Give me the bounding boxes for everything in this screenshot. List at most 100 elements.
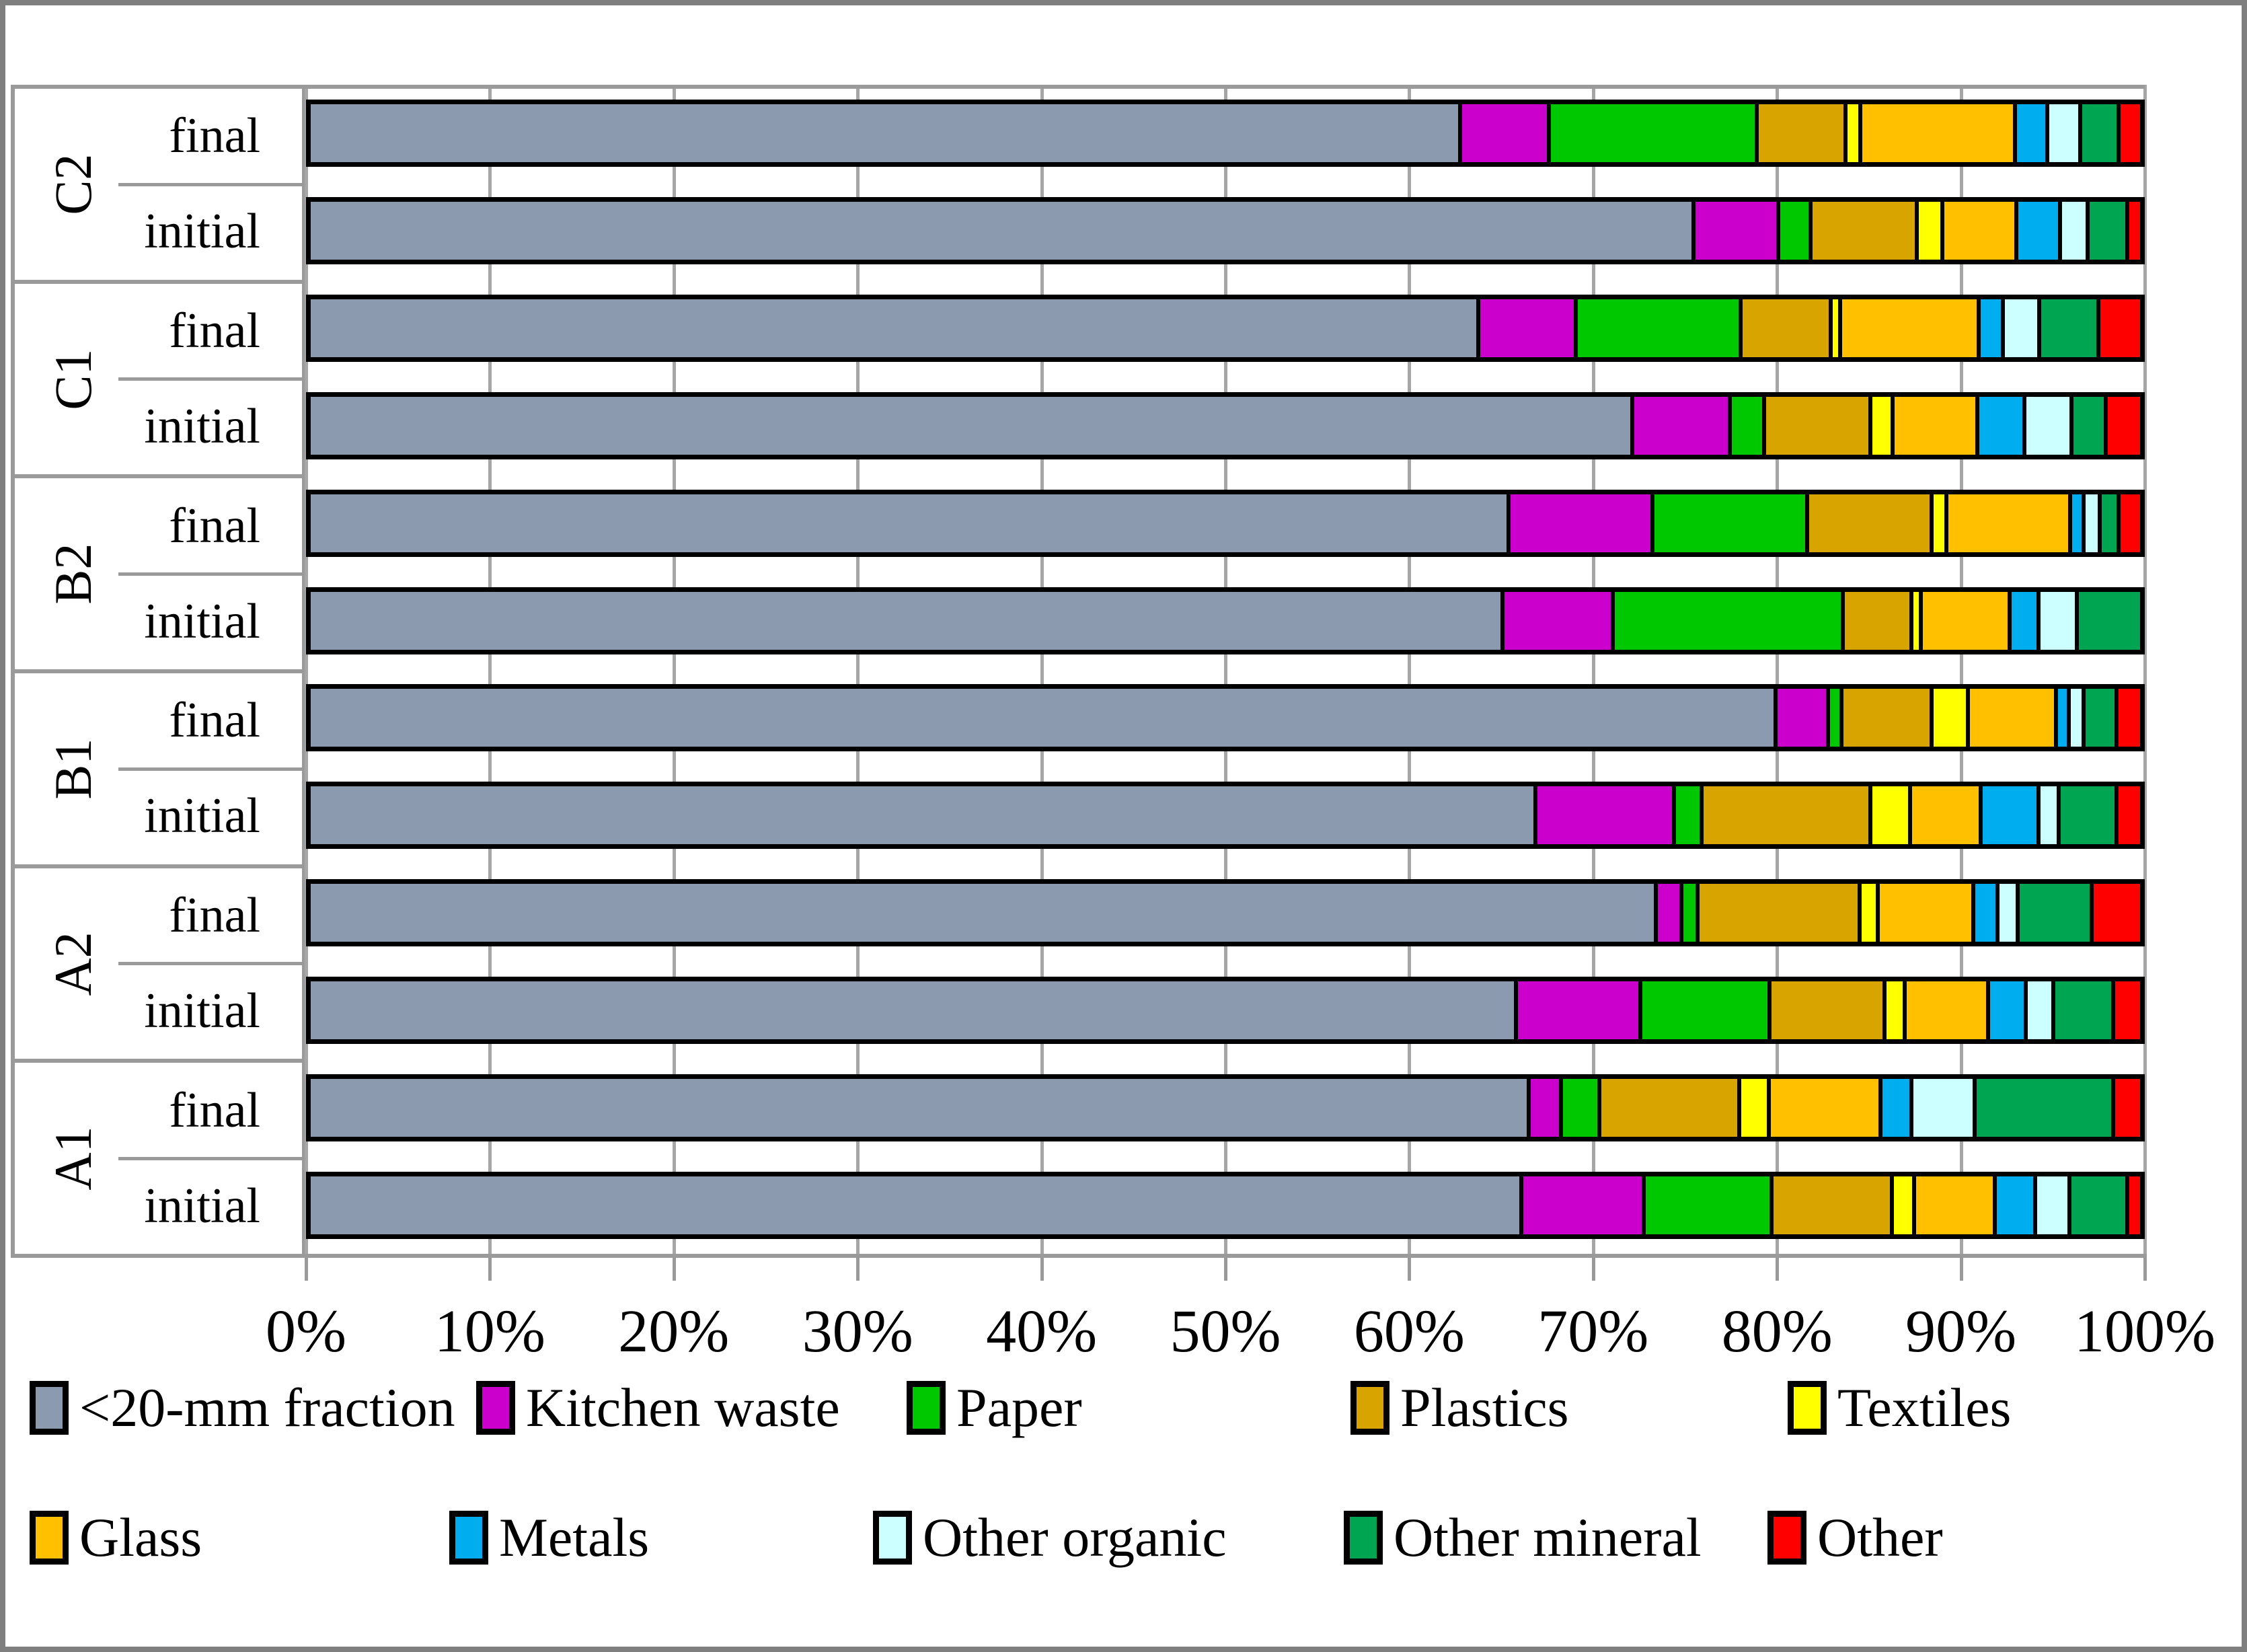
bar-segment-other-mineral <box>2075 591 2140 650</box>
legend-label: Other organic <box>923 1507 1227 1568</box>
bar-segment-kitchen-waste <box>1476 299 1574 358</box>
group-box-B2: B2 final initial <box>11 474 306 673</box>
bar-segment-textiles <box>1737 1078 1767 1137</box>
gridline-60% <box>1408 85 1412 1254</box>
legend-item-other-mineral: Other mineral <box>1344 1504 1702 1571</box>
bar-segment-other <box>2115 689 2140 747</box>
row-label-C1-initial: initial <box>144 398 260 454</box>
bar-segment-glass <box>1766 1078 1878 1137</box>
bar-segment-glass <box>1876 884 1972 942</box>
bar-segment-glass <box>1940 202 2015 260</box>
row-divider <box>118 767 302 771</box>
legend-label: Other <box>1817 1507 1943 1568</box>
legend-swatch-icon <box>1767 1511 1806 1565</box>
legend-swatch-icon <box>1788 1381 1827 1435</box>
legend-swatch-icon <box>1350 1381 1389 1435</box>
x-axis-tick <box>1224 1254 1227 1281</box>
bar-segment-other-organic <box>1909 1078 1973 1137</box>
group-box-A1: A1 final initial <box>11 1059 306 1258</box>
legend-item-other-organic: Other organic <box>873 1504 1227 1571</box>
bar-segment-kitchen-waste <box>1458 104 1547 163</box>
bar-segment--20-mm-fraction <box>311 299 1476 358</box>
legend-item-metals: Metals <box>449 1504 649 1571</box>
bar-segment-paper <box>1650 494 1806 552</box>
x-axis-tick <box>1776 1254 1780 1281</box>
bar-segment-plastics <box>1762 396 1869 455</box>
bar-segment-other-mineral <box>2036 299 2097 358</box>
bar-segment-other-organic <box>2024 981 2052 1039</box>
bar-segment--20-mm-fraction <box>311 104 1459 163</box>
bar-segment--20-mm-fraction <box>311 689 1774 747</box>
bar-segment-metals <box>1979 786 2037 845</box>
legend-label: Plastics <box>1400 1377 1569 1438</box>
chart-frame-bottom <box>11 1254 2145 1258</box>
legend-item-plastics: Plastics <box>1350 1374 1569 1441</box>
gridline-50% <box>1224 85 1227 1254</box>
bar-segment-other-organic <box>2000 299 2037 358</box>
bar-segment-paper <box>1826 689 1839 747</box>
legend-label: Kitchen waste <box>526 1377 840 1438</box>
bar-segment-paper <box>1641 1176 1769 1234</box>
bar-segment-other <box>2110 1078 2140 1137</box>
bar-segment-other <box>2115 786 2140 845</box>
bar-segment-other-organic <box>2067 689 2082 747</box>
legend-swatch-icon <box>873 1511 912 1565</box>
bar-segment-other-mineral <box>2085 202 2125 260</box>
bar-segment-kitchen-waste <box>1513 981 1638 1039</box>
bar-segment-plastics <box>1699 786 1869 845</box>
bar-segment-kitchen-waste <box>1774 689 1827 747</box>
row-divider <box>118 377 302 381</box>
bar-segment--20-mm-fraction <box>311 786 1534 845</box>
x-axis-tick <box>1408 1254 1412 1281</box>
bar-B1-final <box>306 684 2145 752</box>
row-divider <box>118 962 302 966</box>
bar-segment-kitchen-waste <box>1507 494 1651 552</box>
x-axis-tick <box>672 1254 676 1281</box>
x-axis-tick <box>488 1254 492 1281</box>
gridline-30% <box>856 85 860 1254</box>
x-axis-tick <box>1040 1254 1044 1281</box>
bar-segment-glass <box>1890 396 1975 455</box>
group-box-C1: C1 final initial <box>11 279 306 479</box>
bar-segment-textiles <box>1868 786 1909 845</box>
row-divider <box>118 1157 302 1161</box>
bar-segment-other-organic <box>1995 884 2016 942</box>
bar-segment-other-mineral <box>1972 1078 2111 1137</box>
bar-segment-textiles <box>1890 1176 1912 1234</box>
bar-segment-other-mineral <box>2078 104 2117 163</box>
bar-segment-kitchen-waste <box>1526 1078 1560 1137</box>
bar-segment--20-mm-fraction <box>311 1176 1519 1234</box>
x-axis-label-40%: 40% <box>986 1298 1098 1365</box>
x-axis-label-60%: 60% <box>1353 1298 1465 1365</box>
bar-C2-final <box>306 100 2145 167</box>
legend-item-other: Other <box>1767 1504 1943 1571</box>
bar-segment-paper <box>1672 786 1700 845</box>
bar-segment-other <box>2096 299 2140 358</box>
bar-segment-other-organic <box>2022 396 2069 455</box>
x-axis-label-30%: 30% <box>802 1298 913 1365</box>
bar-segment-plastics <box>1805 494 1930 552</box>
row-label-C2-initial: initial <box>144 204 260 260</box>
bar-segment-kitchen-waste <box>1519 1176 1642 1234</box>
bar-segment-paper <box>1727 396 1763 455</box>
bar-segment-metals <box>2007 591 2037 650</box>
bar-segment-other-organic <box>2058 202 2086 260</box>
bar-segment-glass <box>1903 981 1986 1039</box>
row-label-C1-final: final <box>169 303 260 359</box>
bar-segment-metals <box>2014 202 2059 260</box>
gridline-20% <box>672 85 676 1254</box>
bar-segment--20-mm-fraction <box>311 1078 1527 1137</box>
legend-swatch-icon <box>449 1511 488 1565</box>
bar-segment-other-mineral <box>2082 689 2115 747</box>
bar-segment-metals <box>2012 104 2046 163</box>
bar-C1-initial <box>306 391 2145 459</box>
bar-segment-paper <box>1559 1078 1597 1137</box>
bar-segment-other <box>2089 884 2140 942</box>
legend-swatch-icon <box>1344 1511 1383 1565</box>
bar-segment-glass <box>1944 494 2069 552</box>
bar-segment-other <box>2116 494 2140 552</box>
bar-segment-plastics <box>1597 1078 1738 1137</box>
legend-swatch-icon <box>907 1381 946 1435</box>
bar-segment-textiles <box>1858 884 1876 942</box>
